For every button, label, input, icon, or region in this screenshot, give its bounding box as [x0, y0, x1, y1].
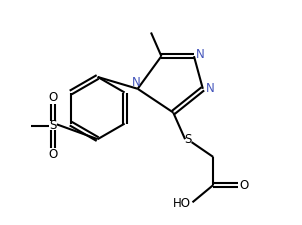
- Text: O: O: [49, 148, 58, 161]
- Text: N: N: [206, 82, 215, 95]
- Text: N: N: [196, 48, 205, 61]
- Text: S: S: [50, 119, 57, 132]
- Text: HO: HO: [173, 197, 191, 210]
- Text: O: O: [49, 91, 58, 104]
- Text: N: N: [132, 76, 140, 89]
- Text: S: S: [184, 133, 191, 146]
- Text: O: O: [240, 179, 249, 192]
